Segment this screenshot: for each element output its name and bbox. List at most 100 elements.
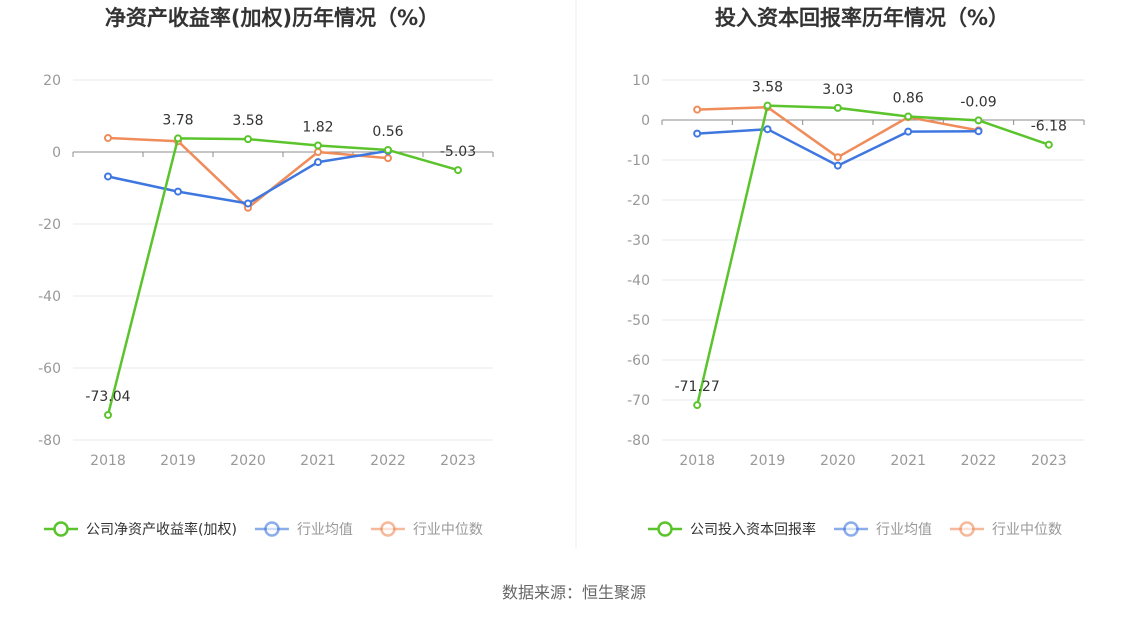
roic-company-point: [974, 116, 983, 125]
roic-data-label: -6.18: [1031, 119, 1067, 135]
roic-company-point: [763, 101, 772, 110]
roe-x-tick-label: 2023: [440, 453, 476, 469]
roe-data-label: 3.58: [232, 113, 263, 129]
roe-company-point: [244, 135, 252, 144]
roic-company-line: [695, 104, 1050, 406]
roic-company-point: [1044, 140, 1053, 149]
roic-industry-avg-point: [974, 127, 983, 136]
roic-x-tick-label: 2018: [679, 453, 715, 469]
roe-company-point: [454, 166, 462, 175]
roic-company-point: [904, 112, 913, 121]
roic-industry-avg-point: [763, 125, 772, 134]
roic-y-tick-label: 10: [632, 73, 650, 89]
roic-legend-swatch-marker: [959, 521, 975, 537]
roic-grid: [662, 79, 1084, 441]
roe-x-tick-label: 2021: [300, 453, 336, 469]
roic-data-label: 3.03: [822, 82, 853, 98]
roe-legend-label: 行业中位数: [413, 522, 483, 538]
roe-chart: 净资产收益率(加权)历年情况（%） 20 0 -20 -40 -60 -80 2018 201…: [38, 6, 494, 538]
roe-industry-median-point: [384, 154, 392, 163]
roic-y-tick-label: -20: [627, 193, 650, 209]
roic-legend-item-industry-median[interactable]: 行业中位数: [950, 521, 1062, 538]
roe-legend: 公司净资产收益率(加权) 行业均值 行业中位数: [44, 521, 483, 538]
roic-series: [693, 101, 1053, 410]
roe-legend-label: 公司净资产收益率(加权): [86, 521, 237, 538]
roic-y-tick-label: -30: [627, 233, 650, 249]
roic-data-label: 0.86: [893, 91, 924, 107]
roic-y-tick-label: -70: [627, 393, 650, 409]
roe-y-tick-label: 0: [52, 145, 61, 161]
roic-legend-label: 行业中位数: [992, 522, 1062, 538]
roic-industry-median-point: [693, 105, 702, 114]
roic-industry-avg-point: [693, 129, 702, 138]
roic-y-tick-label: -40: [627, 273, 650, 289]
roic-x-tick-label: 2019: [750, 453, 786, 469]
roe-y-tick-label: -20: [38, 217, 61, 233]
roic-y-tick-label: -80: [627, 433, 650, 449]
roe-industry-avg-point: [314, 158, 322, 167]
roe-x-tick-label: 2019: [160, 453, 196, 469]
roic-industry-median-point: [833, 153, 842, 162]
roe-industry-avg-point: [104, 172, 112, 181]
roic-industry-avg-point: [904, 127, 913, 136]
roic-legend: 公司投入资本回报率 行业均值 行业中位数: [648, 521, 1062, 538]
data-source: 数据来源：恒生聚源: [502, 583, 646, 602]
roe-company-point: [314, 141, 322, 150]
roe-data-label: -73.04: [85, 389, 130, 405]
roic-y-tick-label: -60: [627, 353, 650, 369]
roic-data-label: -71.27: [675, 379, 720, 395]
roic-company-point: [833, 103, 842, 112]
roe-legend-swatch-marker: [380, 521, 396, 537]
roe-y-tick-label: -60: [38, 361, 61, 377]
roe-industry-avg-point: [174, 187, 182, 196]
roe-data-labels: -73.04 3.78 3.58 1.82 0.56 -5.03: [85, 112, 476, 405]
roic-legend-item-industry-avg[interactable]: 行业均值: [834, 521, 932, 538]
roe-legend-swatch-marker: [53, 521, 69, 537]
roic-legend-label: 行业均值: [876, 522, 932, 538]
roic-y-tick-label: -10: [627, 153, 650, 169]
roe-chart-title: 净资产收益率(加权)历年情况（%）: [105, 6, 439, 30]
roe-x-tick-label: 2022: [370, 453, 406, 469]
roe-axes: 20 0 -20 -40 -60 -80 2018 2019 2020 2021 2022 2023: [38, 73, 494, 469]
roe-x-tick-label: 2020: [230, 453, 266, 469]
roe-industry-median-point: [104, 133, 112, 142]
roic-y-tick-label: 0: [641, 113, 650, 129]
roe-legend-item-industry-avg[interactable]: 行业均值: [254, 521, 353, 538]
roe-industry-median-point: [314, 148, 322, 156]
roe-company-line: [106, 137, 459, 416]
roe-company-point: [104, 410, 112, 419]
roic-legend-item-company[interactable]: 公司投入资本回报率: [648, 521, 816, 538]
roe-grid: [73, 79, 493, 441]
roic-chart-title: 投入资本回报率历年情况（%）: [715, 6, 1009, 30]
roe-industry-avg-line: [107, 149, 389, 205]
roe-industry-avg-point: [244, 199, 252, 208]
roic-industry-avg-point: [833, 161, 842, 170]
roic-data-labels: -71.27 3.58 3.03 0.86 -0.09 -6.18: [675, 80, 1067, 395]
roic-x-tick-label: 2023: [1031, 453, 1067, 469]
roe-y-tick-label: -40: [38, 289, 61, 305]
roe-data-label: 1.82: [302, 119, 333, 135]
roic-data-label: 3.58: [752, 80, 783, 96]
roic-chart: 投入资本回报率历年情况（%） 10 0 -10 -20 -30 -40 -50 -60 -70 -…: [627, 6, 1085, 538]
roe-company-point: [384, 145, 392, 154]
roic-x-tick-label: 2022: [961, 453, 997, 469]
roic-legend-swatch-marker: [657, 521, 673, 537]
roic-y-tick-label: -50: [627, 313, 650, 329]
roe-data-label: 0.56: [372, 124, 403, 140]
roic-x-tick-label: 2020: [820, 453, 856, 469]
roe-data-label: -5.03: [440, 144, 476, 160]
roe-data-label: 3.78: [162, 112, 193, 128]
roic-data-label: -0.09: [960, 94, 996, 110]
roic-company-point: [693, 401, 702, 410]
roe-legend-item-industry-median[interactable]: 行业中位数: [370, 521, 483, 538]
roic-legend-swatch-marker: [843, 521, 859, 537]
roic-x-tick-label: 2021: [890, 453, 926, 469]
roic-axes: 10 0 -10 -20 -30 -40 -50 -60 -70 -80 2018 2019 2020 2…: [627, 73, 1085, 469]
roe-x-tick-label: 2018: [90, 453, 126, 469]
roe-series: [104, 133, 462, 419]
roe-company-point: [174, 134, 182, 143]
roe-legend-swatch-marker: [264, 521, 280, 537]
roe-legend-item-company[interactable]: 公司净资产收益率(加权): [44, 521, 237, 538]
